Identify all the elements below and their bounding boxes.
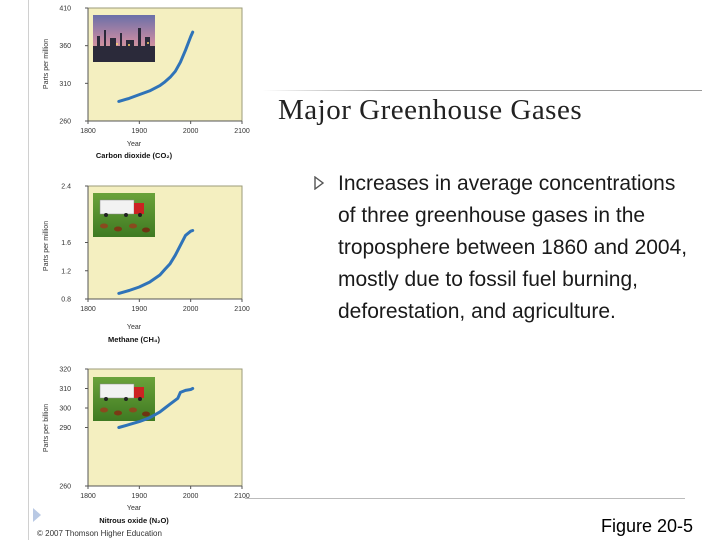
y-tick-label: 360 [59,43,71,50]
x-tick-label: 2100 [234,128,250,135]
photo-cattle-truck [93,377,155,421]
chart-title: Nitrous oxide (N₂O) [99,516,169,525]
y-tick-label: 290 [59,425,71,432]
y-tick-label: 1.6 [61,240,71,247]
x-tick-label: 1900 [132,493,148,500]
x-axis-label: Year [127,324,142,331]
bullet-arrow-icon [314,176,325,190]
y-tick-label: 310 [59,81,71,88]
x-tick-label: 2100 [234,306,250,313]
chart-nitrous-oxide: 260 290 300 310 320 1800 1900 2000 2100 Parts pe… [43,367,250,526]
charts-container: 260 310 360 410 1800 1900 2000 2100 Parts per m… [43,6,250,526]
bottom-arrow-icon [33,508,41,522]
x-tick-label: 1900 [132,306,148,313]
slide-left-rule [28,0,29,540]
series-line [117,387,195,429]
x-axis-label: Year [127,505,142,512]
y-axis-label: Parts per billion [43,404,50,452]
y-tick-label: 300 [59,406,71,413]
y-tick-label: 0.8 [61,297,71,304]
x-tick-label: 2000 [183,306,199,313]
y-tick-label: 320 [59,367,71,374]
x-tick-label: 1900 [132,128,148,135]
y-tick-label: 310 [59,386,71,393]
chart-co2: 260 310 360 410 1800 1900 2000 2100 Parts per m… [43,6,250,161]
x-tick-label: 1800 [80,128,96,135]
y-axis-label: Parts per million [43,221,50,271]
y-tick-label: 410 [59,6,71,13]
y-tick-label: 260 [59,119,71,126]
x-tick-label: 2100 [234,493,250,500]
y-tick-label: 1.2 [61,268,71,275]
y-tick-label: 260 [59,484,71,491]
x-tick-label: 2000 [183,493,199,500]
chart-title: Methane (CH₄) [108,335,160,344]
photo-cattle-truck [93,193,155,237]
chart-title: Carbon dioxide (CO₂) [96,151,173,160]
y-tick-label: 2.4 [61,184,71,191]
x-tick-label: 2000 [183,128,199,135]
x-tick-label: 1800 [80,306,96,313]
y-axis-label: Parts per million [43,39,50,89]
x-axis-label: Year [127,141,142,148]
photo-refinery [93,15,155,62]
figure-label: Figure 20-5 [601,516,694,536]
slide-title: Major Greenhouse Gases [278,94,583,126]
title-rule [262,90,702,91]
series-line [117,30,195,103]
figure-rule [245,498,685,499]
series-line [117,229,195,295]
body-text: Increases in average concentrations of t… [338,172,688,323]
chart-methane: 0.8 1.2 1.6 2.4 1800 1900 2000 2100 Parts per m… [43,184,250,345]
x-tick-label: 1800 [80,493,96,500]
copyright-text: © 2007 Thomson Higher Education [37,529,162,538]
